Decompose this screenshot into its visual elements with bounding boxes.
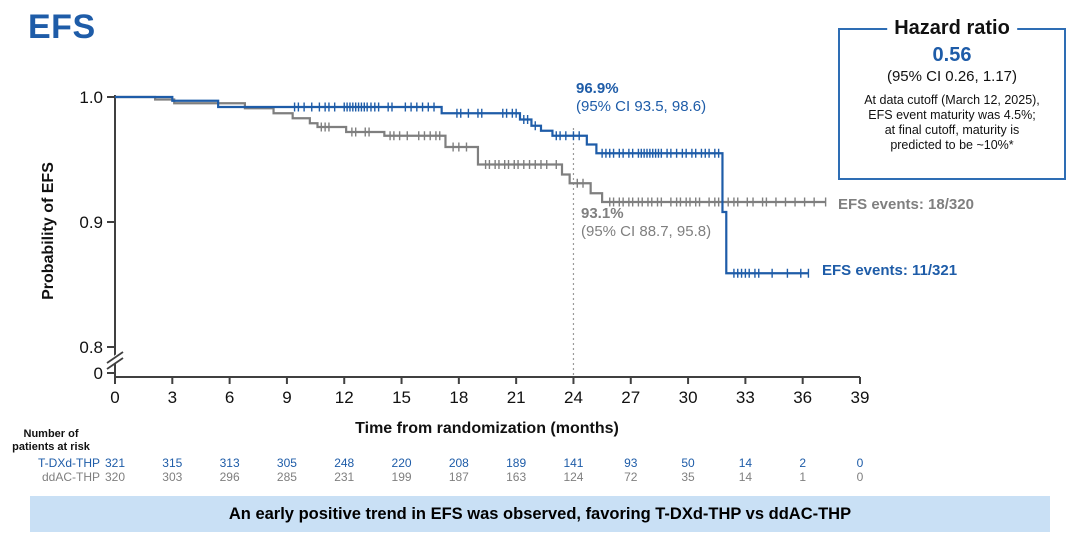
risk-value: 248 bbox=[334, 456, 355, 470]
risk-value: 321 bbox=[104, 456, 126, 470]
conclusion-banner: An early positive trend in EFS was obser… bbox=[30, 496, 1050, 532]
risk-value: 320 bbox=[104, 470, 126, 484]
x-tick-label: 24 bbox=[564, 388, 583, 407]
tdxd-24month-annotation: 96.9% (95% CI 93.5, 98.6) bbox=[576, 80, 706, 116]
ddac-24month-ci: (95% CI 88.7, 95.8) bbox=[581, 223, 712, 240]
hazard-note-line: at final cutoff, maturity is bbox=[884, 123, 1020, 137]
risk-value: 305 bbox=[276, 456, 297, 470]
x-tick-label: 27 bbox=[621, 388, 640, 407]
risk-value: 313 bbox=[219, 456, 240, 470]
risk-value: 187 bbox=[448, 470, 469, 484]
risk-value: 220 bbox=[391, 456, 412, 470]
x-tick-label: 9 bbox=[282, 388, 291, 407]
risk-value: 141 bbox=[563, 456, 584, 470]
x-tick-label: 39 bbox=[851, 388, 870, 407]
risk-table-header: Number of patients at risk bbox=[0, 428, 102, 454]
x-tick-label: 3 bbox=[168, 388, 177, 407]
risk-value: 208 bbox=[448, 456, 469, 470]
hazard-note-line: predicted to be ~10%* bbox=[890, 138, 1014, 152]
x-tick-label: 15 bbox=[392, 388, 411, 407]
x-axis-title: Time from randomization (months) bbox=[355, 420, 619, 437]
x-tick-label: 21 bbox=[507, 388, 526, 407]
y-tick-label: 0.8 bbox=[79, 338, 103, 357]
hazard-note-line: At data cutoff (March 12, 2025), bbox=[864, 93, 1040, 107]
x-tick-label: 6 bbox=[225, 388, 234, 407]
risk-table-header-line1: Number of bbox=[23, 428, 79, 440]
series-ddAC-THP bbox=[115, 95, 827, 207]
page-title: EFS bbox=[28, 8, 96, 46]
hazard-note-line: EFS event maturity was 4.5%; bbox=[868, 108, 1036, 122]
x-tick-label: 33 bbox=[736, 388, 755, 407]
risk-value: 14 bbox=[738, 470, 753, 484]
ddac-24month-annotation: 93.1% (95% CI 88.7, 95.8) bbox=[581, 205, 711, 241]
y-tick-label: 1.0 bbox=[79, 88, 103, 107]
ddac-24month-value: 93.1% bbox=[581, 205, 624, 222]
risk-value: 2 bbox=[799, 456, 807, 470]
series-T-DXd-THP bbox=[115, 95, 810, 278]
tdxd-24month-ci: (95% CI 93.5, 98.6) bbox=[576, 98, 707, 115]
risk-row-label-ddAC-THP: ddAC-THP bbox=[41, 470, 100, 484]
risk-table-header-line2: patients at risk bbox=[12, 441, 90, 453]
risk-value: 1 bbox=[799, 470, 807, 484]
risk-value: 199 bbox=[391, 470, 412, 484]
x-tick-label: 30 bbox=[679, 388, 698, 407]
risk-value: 285 bbox=[276, 470, 297, 484]
risk-value: 72 bbox=[624, 470, 638, 484]
axes: 1.00.90.800 3 6 9 12 15 18 21 24 27 30 33 36 39 bbox=[79, 88, 869, 407]
risk-value: 296 bbox=[219, 470, 240, 484]
risk-value: 35 bbox=[681, 470, 695, 484]
risk-value: 303 bbox=[162, 470, 183, 484]
risk-value: 50 bbox=[681, 456, 695, 470]
hazard-ratio-title: Hazard ratio bbox=[887, 17, 1017, 40]
y-tick-label: 0 bbox=[94, 364, 103, 383]
x-tick-label: 0 bbox=[110, 388, 119, 407]
hazard-ratio-value: 0.56 bbox=[932, 44, 972, 66]
risk-value: 0 bbox=[856, 470, 864, 484]
risk-value: 124 bbox=[563, 470, 584, 484]
risk-value: 93 bbox=[624, 456, 638, 470]
x-tick-label: 18 bbox=[449, 388, 468, 407]
y-axis-label: Probability of EFS bbox=[40, 162, 57, 300]
risk-value: 0 bbox=[856, 456, 864, 470]
risk-value: 231 bbox=[334, 470, 355, 484]
x-tick-label: 36 bbox=[793, 388, 812, 407]
risk-value: 163 bbox=[506, 470, 527, 484]
x-tick-label: 12 bbox=[335, 388, 354, 407]
risk-value: 189 bbox=[506, 456, 527, 470]
hazard-ratio-box: Hazard ratio 0.56 (95% CI 0.26, 1.17) At… bbox=[838, 17, 1066, 180]
risk-value: 14 bbox=[738, 456, 753, 470]
tdxd-24month-value: 96.9% bbox=[576, 80, 619, 97]
risk-value: 315 bbox=[162, 456, 183, 470]
risk-row-label-T-DXd-THP: T-DXd-THP bbox=[37, 456, 100, 470]
y-tick-label: 0.9 bbox=[79, 213, 103, 232]
hazard-ratio-ci: (95% CI 0.26, 1.17) bbox=[886, 68, 1018, 85]
hazard-ratio-note: At data cutoff (March 12, 2025), EFS eve… bbox=[840, 93, 1064, 153]
ddac-events-label: EFS events: 18/320 bbox=[838, 196, 974, 213]
tdxd-events-label: EFS events: 11/321 bbox=[822, 262, 958, 279]
